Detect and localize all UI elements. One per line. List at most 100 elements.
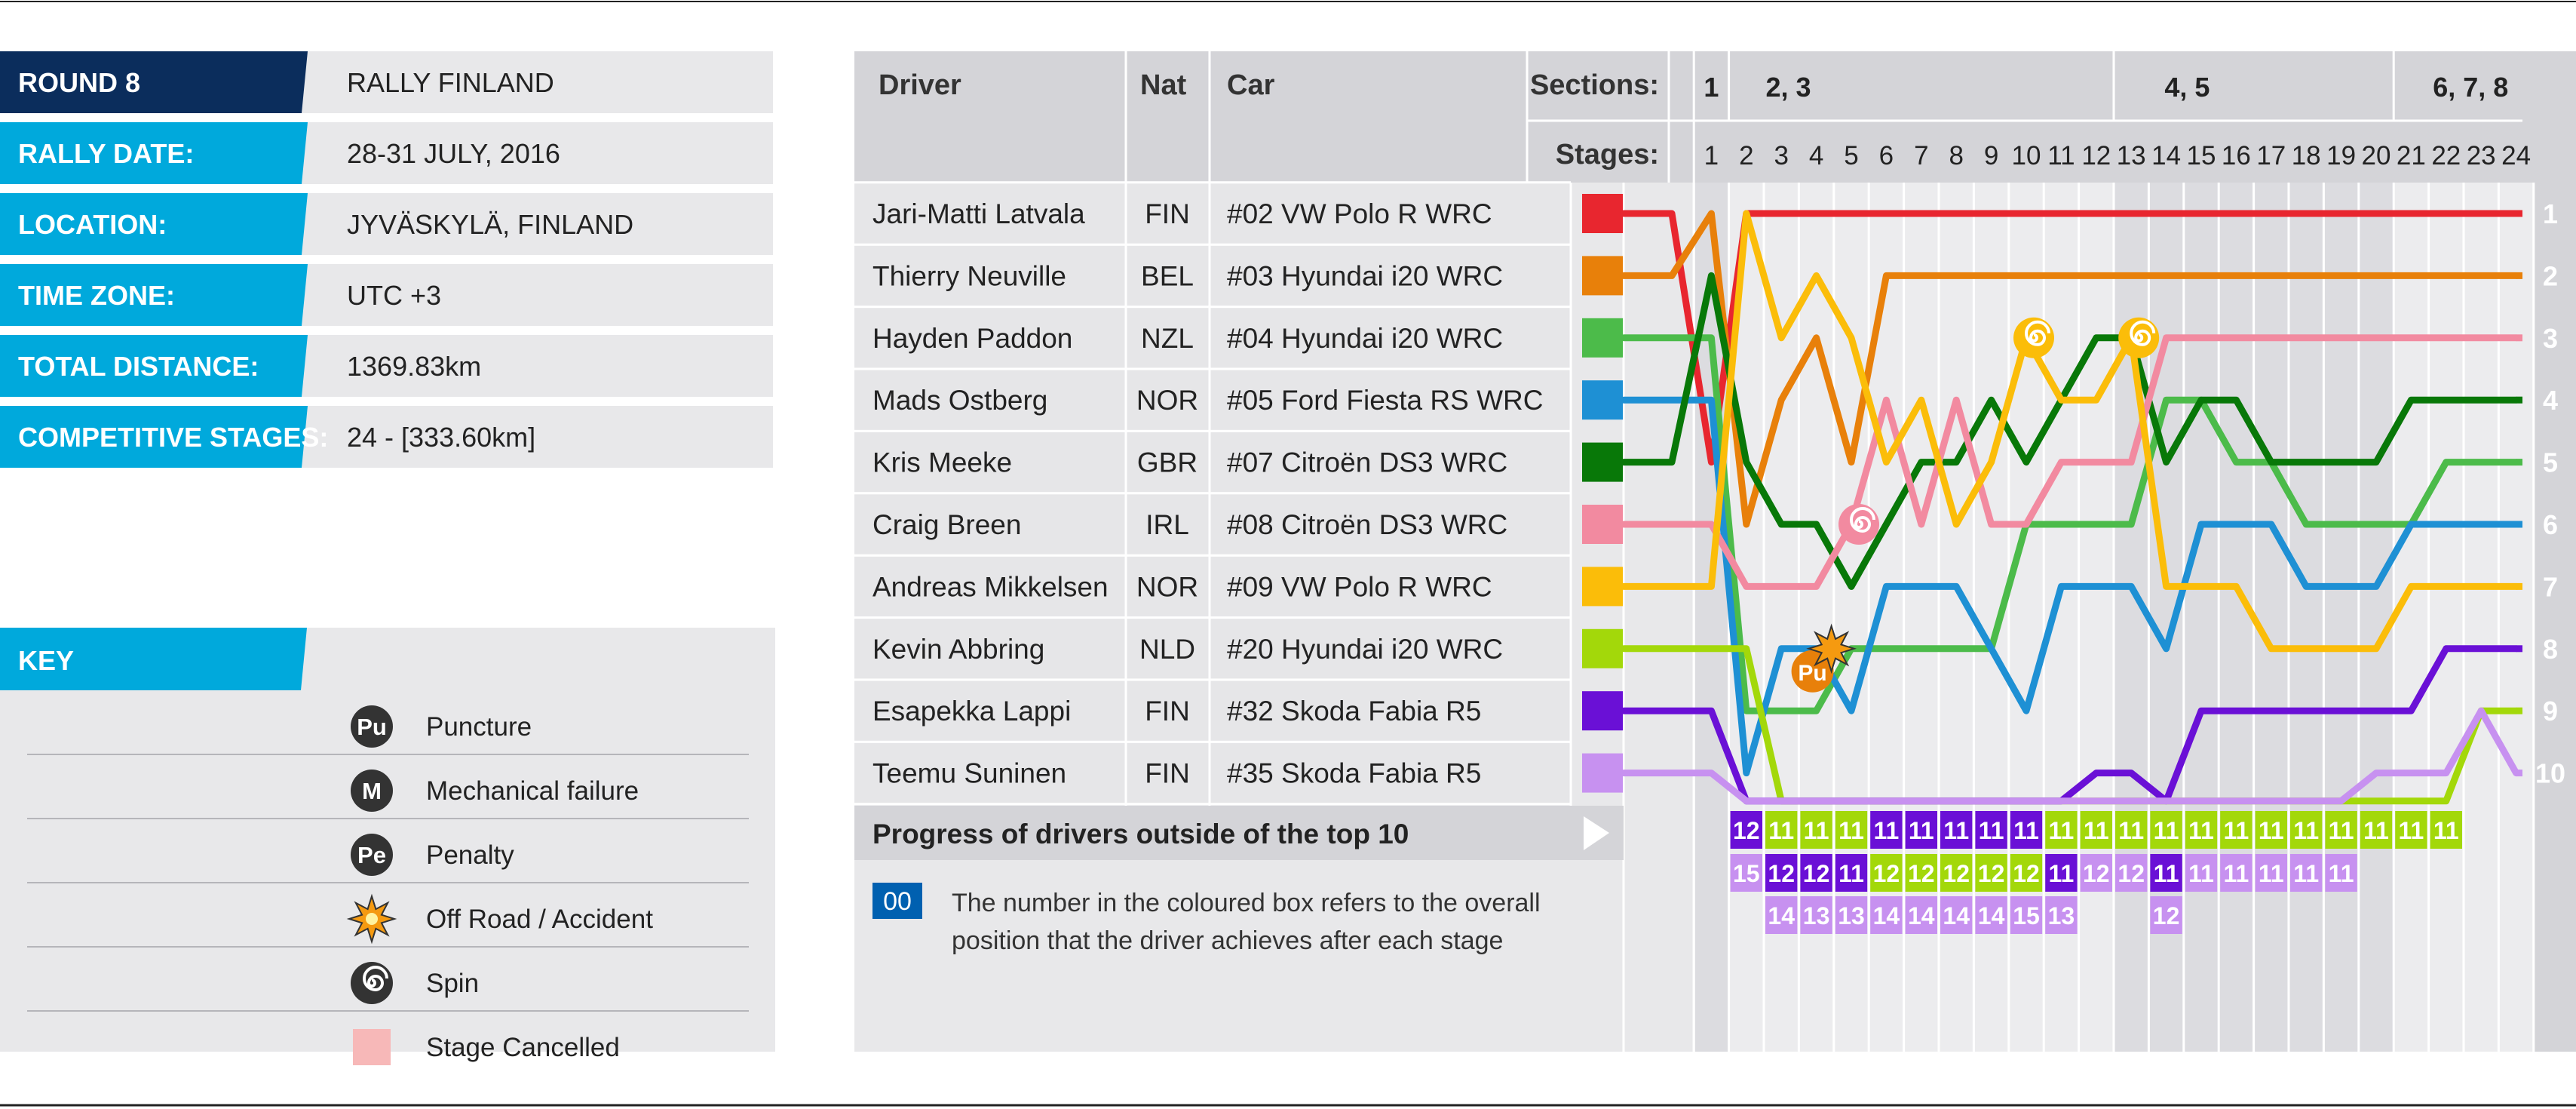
series-line [1620, 210, 2520, 528]
spin-icon [1838, 504, 1879, 545]
driver-nat: BEL [1141, 260, 1194, 291]
position-badge-label: 11 [2118, 817, 2144, 844]
position-badge-label: 11 [1838, 860, 1864, 887]
position-badge-label: 12 [1978, 860, 2005, 887]
driver-color-swatch [1582, 318, 1623, 358]
mechanical-failure-symbol: M [362, 778, 382, 804]
position-badge-label: 11 [1768, 817, 1794, 844]
outside-bar-bg [854, 806, 1624, 860]
driver-color-swatch [1582, 380, 1623, 420]
info-value: 1369.83km [347, 351, 481, 382]
position-badge-label: 12 [2118, 860, 2145, 887]
puncture-circle [351, 705, 393, 748]
stage-number: 23 [2467, 141, 2496, 170]
header-nat: Nat [1140, 69, 1187, 101]
table-row-bg [854, 743, 1571, 803]
position-badge [2150, 854, 2182, 892]
position-badge-label: 14 [1943, 902, 1970, 929]
stage-number: 19 [2326, 141, 2356, 170]
driver-car: #02 VW Polo R WRC [1227, 198, 1492, 229]
position-badge [1905, 896, 1937, 934]
info-label-bg [0, 335, 308, 397]
position-badge [1835, 811, 1868, 849]
table-header: Driver Nat Car Sections: Stages: [879, 69, 1659, 170]
table-row-bg [854, 246, 1571, 306]
play-arrow-icon[interactable] [1584, 816, 1609, 850]
position-badge-label: 11 [2329, 860, 2354, 887]
driver-car: #03 Hyundai i20 WRC [1227, 260, 1503, 291]
table-row-bg [854, 432, 1571, 492]
right-position-label: 3 [2543, 323, 2558, 354]
penalty-icon: Pe [351, 834, 393, 876]
info-label: LOCATION: [18, 209, 167, 240]
stage-number: 17 [2256, 141, 2286, 170]
position-badge-label: 12 [2153, 902, 2180, 929]
driver-nat: FIN [1145, 758, 1190, 789]
position-badge [2220, 854, 2252, 892]
rally-info-panel: ROUND 8 RALLY FINLAND RALLY DATE: 28-31 JUL… [0, 51, 773, 468]
stage-number: 1 [1704, 141, 1719, 170]
position-badge [2045, 896, 2078, 934]
position-badge-label: 12 [1908, 860, 1935, 887]
stage-column-bg [2078, 183, 2114, 1052]
position-badge [1765, 896, 1798, 934]
key-item: Off Road / Accident [27, 893, 749, 948]
section-label: 6, 7, 8 [2433, 72, 2508, 103]
position-badge [2290, 854, 2323, 892]
position-badge-label: 12 [1803, 860, 1830, 887]
driver-car: #08 Citroën DS3 WRC [1227, 509, 1507, 540]
right-position-label: 7 [2543, 571, 2558, 602]
section-label: 4, 5 [2164, 72, 2210, 103]
position-badge-label: 11 [1943, 817, 1969, 844]
series-line [1620, 272, 2520, 590]
stage-number: 21 [2397, 141, 2426, 170]
position-badge-label: 14 [1978, 902, 2005, 929]
header-car: Car [1227, 69, 1275, 101]
key-item-label: Off Road / Accident [426, 905, 653, 934]
stage-number: 10 [2012, 141, 2041, 170]
position-badge-label: 11 [2329, 817, 2354, 844]
position-badge-label: 11 [2048, 817, 2074, 844]
driver-name: Kris Meeke [872, 447, 1012, 478]
driver-color-swatch [1582, 691, 1623, 731]
driver-nat: IRL [1145, 509, 1189, 540]
driver-color-swatch [1582, 442, 1623, 482]
key-item-label: Mechanical failure [426, 776, 639, 806]
note-number-text: 00 [883, 887, 912, 916]
position-badge-label: 11 [2223, 860, 2249, 887]
spin-icon-swirl [2025, 320, 2050, 346]
off-road-icon [346, 893, 397, 945]
spin-icon [2013, 317, 2054, 358]
stage-number: 15 [2187, 141, 2216, 170]
position-badge-label: 12 [1768, 860, 1795, 887]
driver-name: Kevin Abbring [872, 634, 1044, 665]
position-badge-label: 11 [2048, 860, 2074, 887]
position-badge-label: 11 [1838, 817, 1864, 844]
position-badge [2325, 854, 2357, 892]
stage-number: 3 [1774, 141, 1788, 170]
driver-color-swatch [1582, 194, 1623, 233]
key-item-label: Penalty [426, 840, 514, 870]
stage-column-bg [2253, 183, 2289, 1052]
position-badge [1730, 854, 1762, 892]
series-line [1620, 210, 2520, 466]
mechanical-failure-circle [351, 770, 393, 812]
key-item: Spin [27, 962, 749, 1012]
position-badge [1800, 854, 1832, 892]
position-badge [1730, 811, 1762, 849]
stage-column-bg [2498, 183, 2534, 1052]
stage-column-bg [2183, 183, 2219, 1052]
info-value: RALLY FINLAND [347, 67, 554, 98]
position-badge [1835, 854, 1868, 892]
table-row-bg [854, 183, 1571, 244]
driver-color-swatch [1582, 567, 1623, 607]
position-badge-label: 12 [2013, 860, 2040, 887]
position-badge [2290, 811, 2323, 849]
position-badge-label: 14 [1768, 902, 1795, 929]
info-label: RALLY DATE: [18, 138, 194, 169]
penalty-symbol: Pe [357, 842, 386, 868]
position-badge-label: 14 [1873, 902, 1900, 929]
stage-number: 4 [1809, 141, 1823, 170]
driver-color-swatch [1582, 256, 1623, 296]
